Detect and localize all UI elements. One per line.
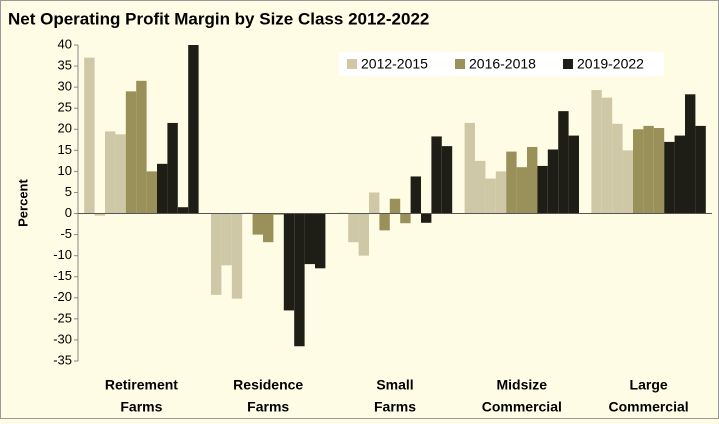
legend-swatch — [563, 59, 573, 69]
bar — [643, 125, 654, 214]
bar — [431, 136, 442, 214]
bar — [633, 129, 644, 214]
legend-label: 2012-2015 — [361, 56, 428, 72]
y-tick-label: -35 — [53, 352, 72, 367]
bar — [369, 192, 380, 214]
bar — [294, 213, 305, 347]
x-tick-label: Small — [376, 377, 413, 393]
bar — [358, 213, 369, 256]
x-tick-label: Farms — [120, 399, 162, 415]
bar — [231, 213, 243, 299]
y-tick-label: 5 — [65, 184, 72, 199]
y-tick-label: -15 — [53, 268, 72, 283]
y-tick-label: 15 — [58, 142, 72, 157]
y-tick-label: 0 — [65, 205, 72, 220]
bar — [601, 97, 613, 214]
bar — [410, 176, 421, 214]
bar — [622, 150, 633, 214]
bar — [464, 122, 475, 214]
x-tick-label: Residence — [233, 377, 303, 393]
bar — [568, 135, 579, 214]
bar — [115, 134, 126, 214]
bar — [495, 171, 507, 214]
bar — [157, 163, 168, 214]
bar — [547, 149, 559, 214]
bar — [674, 135, 685, 214]
bar — [485, 178, 496, 214]
y-tick-label: 20 — [58, 121, 72, 136]
bar — [136, 80, 147, 214]
bar — [685, 94, 696, 214]
bar — [558, 111, 569, 214]
bar — [695, 125, 706, 214]
bar — [348, 213, 359, 243]
bar — [211, 213, 222, 295]
legend-label: 2016-2018 — [469, 56, 536, 72]
bar — [188, 45, 199, 214]
chart-title: Net Operating Profit Margin by Size Clas… — [8, 9, 429, 28]
x-tick-label: Commercial — [609, 399, 689, 415]
bar — [475, 160, 486, 214]
y-tick-label: 30 — [58, 79, 72, 94]
bar — [421, 213, 432, 223]
bar — [146, 171, 157, 214]
legend-box — [339, 52, 664, 76]
x-tick-label: Midsize — [497, 377, 548, 393]
x-tick-label: Farms — [247, 399, 289, 415]
y-tick-label: 10 — [58, 163, 72, 178]
bar — [105, 131, 116, 214]
legend-swatch — [347, 59, 357, 69]
x-tick-label: Retirement — [105, 377, 178, 393]
bar — [653, 128, 665, 214]
bar — [304, 213, 315, 265]
x-tick-label: Farms — [374, 399, 416, 415]
bar — [263, 213, 274, 243]
y-axis-label: Percent — [15, 178, 30, 226]
legend-swatch — [455, 59, 465, 69]
bar — [221, 213, 232, 266]
bar — [527, 146, 538, 214]
bar — [84, 57, 95, 214]
y-tick-label: -20 — [53, 289, 72, 304]
bar — [283, 213, 295, 311]
bar — [273, 213, 284, 215]
bar — [612, 123, 623, 214]
bar — [177, 207, 189, 214]
bar — [591, 90, 602, 214]
bar — [315, 213, 326, 269]
y-tick-label: 25 — [58, 100, 72, 115]
bar — [664, 141, 675, 214]
x-tick-label: Commercial — [482, 399, 562, 415]
bar — [379, 213, 390, 231]
bar — [400, 213, 411, 224]
bar — [389, 198, 401, 214]
bar — [506, 151, 517, 214]
bar — [125, 91, 137, 214]
bar — [441, 146, 453, 214]
y-tick-label: 40 — [58, 36, 72, 51]
bar — [252, 213, 263, 235]
legend-label: 2019-2022 — [577, 56, 644, 72]
bar — [516, 167, 527, 214]
y-tick-label: -5 — [60, 226, 72, 241]
bar — [167, 122, 178, 214]
y-tick-label: -10 — [53, 247, 72, 262]
y-tick-label: -30 — [53, 331, 72, 346]
y-tick-label: 35 — [58, 58, 72, 73]
bar — [94, 213, 105, 216]
y-tick-label: -25 — [53, 310, 72, 325]
x-tick-label: Large — [630, 377, 668, 393]
bar — [537, 165, 548, 214]
